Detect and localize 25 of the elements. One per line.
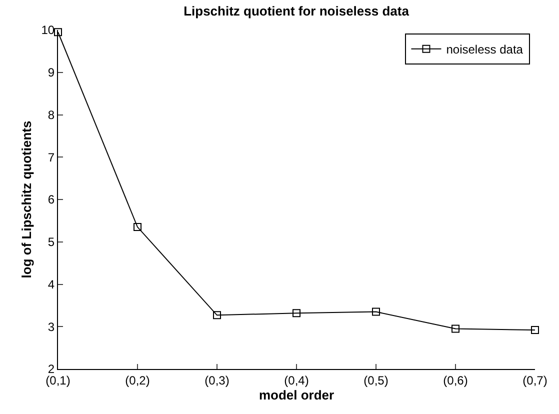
y-tick-label: 7 xyxy=(48,150,55,164)
x-tick-label: (0,3) xyxy=(204,373,230,388)
x-axis-title: model order xyxy=(258,387,334,402)
legend-label: noiseless data xyxy=(446,42,524,57)
y-tick-label: 4 xyxy=(48,277,55,292)
point xyxy=(213,311,221,320)
x-tick-label: (0,7) xyxy=(522,373,548,388)
x-tick-label: (0,2) xyxy=(125,373,150,388)
point xyxy=(531,326,539,334)
y-tick-label: 5 xyxy=(48,235,55,250)
x-tick-label: (0,5) xyxy=(364,373,388,388)
y-axis-title: log of Lipschitz quotients xyxy=(19,120,34,278)
point xyxy=(134,223,142,232)
point xyxy=(54,28,62,36)
point xyxy=(372,308,380,316)
y-tick-label: 3 xyxy=(48,320,55,334)
chart-title: Lipschitz quotient for noiseless data xyxy=(184,3,410,18)
y-tick-label: 9 xyxy=(48,66,55,80)
x-tick-label: (0,6) xyxy=(443,373,468,388)
y-tick-label: 6 xyxy=(48,192,55,207)
point xyxy=(292,309,300,318)
y-tick-label: 10 xyxy=(41,23,55,38)
point xyxy=(452,324,460,333)
y-tick-label: 8 xyxy=(48,108,55,122)
x-tick-label: (0,4) xyxy=(284,373,309,388)
